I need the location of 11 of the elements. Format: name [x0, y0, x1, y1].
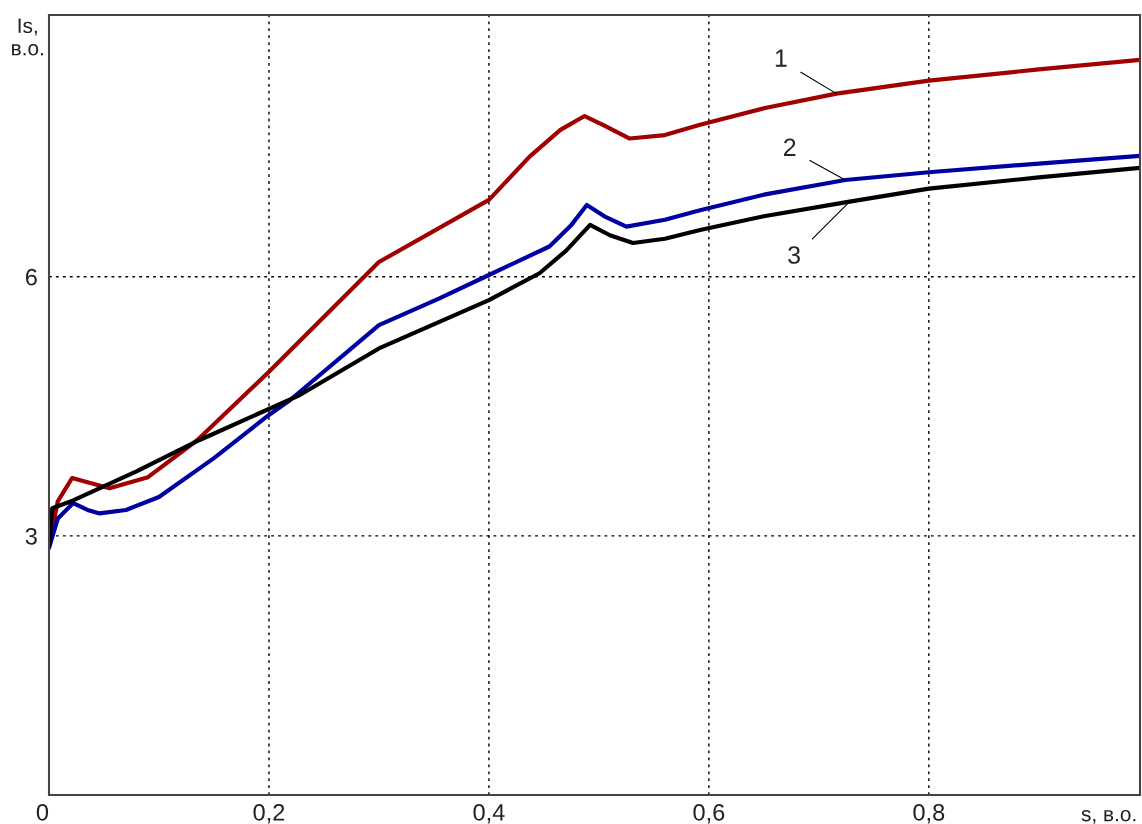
annotation: 3	[788, 246, 800, 264]
x-axis-title: s, в.о.	[1081, 810, 1136, 824]
x-tick-label: 0,2	[253, 803, 285, 824]
x-tick-label: 0	[36, 803, 49, 821]
x-tick-label: 0,6	[693, 803, 725, 824]
annotation: 2	[784, 138, 796, 156]
y-tick-label: 6	[25, 268, 37, 286]
x-tick-label: 0,8	[913, 803, 945, 824]
y-axis-title: Is, в.о.	[12, 18, 43, 56]
x-tick-label: 0,4	[473, 803, 505, 824]
annotation: 1	[775, 49, 787, 67]
